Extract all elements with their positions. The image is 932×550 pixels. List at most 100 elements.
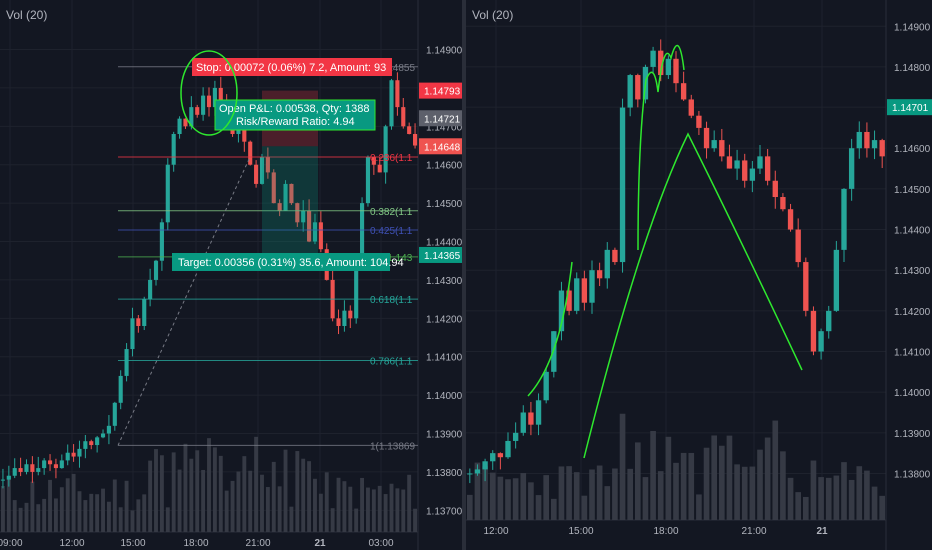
price-tick-label: 1.14300: [426, 276, 462, 287]
time-tick-label: 18:00: [183, 538, 208, 549]
candle-body: [130, 318, 135, 350]
volume-bar: [330, 508, 335, 532]
volume-bar: [543, 475, 549, 520]
candle-body: [354, 260, 359, 319]
candle-body: [841, 188, 847, 250]
volume-bar: [136, 499, 141, 532]
candle-body: [30, 464, 35, 472]
candle-body: [658, 50, 664, 76]
volume-bar: [53, 498, 58, 532]
volume-bar: [734, 464, 740, 520]
candle-body: [212, 87, 217, 108]
candle-body: [118, 375, 123, 403]
price-tick-label: 1.14700: [426, 122, 462, 133]
volume-bar: [772, 420, 779, 520]
candle-body: [6, 475, 11, 480]
annotation-stroke: [637, 44, 685, 251]
candle-body: [711, 140, 717, 149]
target-zone: [262, 146, 318, 255]
volume-bar: [558, 466, 565, 520]
candle-body: [650, 50, 656, 67]
candle-body: [248, 141, 253, 165]
candle-body: [53, 464, 58, 469]
candle-body: [24, 464, 29, 472]
volume-bar: [295, 451, 300, 532]
volume-bar: [482, 466, 488, 520]
candle-body: [574, 278, 580, 311]
volume-bar: [780, 451, 786, 520]
volume-bar: [30, 481, 35, 532]
candle-body: [726, 156, 733, 169]
candle-body: [407, 126, 412, 134]
price-tick-label: 1.14600: [426, 161, 462, 172]
candle-body: [348, 310, 353, 319]
volume-bar: [696, 494, 702, 520]
volume-bar: [673, 462, 679, 520]
right-chart-pane[interactable]: 1.14900 1.14800 1.14701 1.14600 1.14500 1.144…: [466, 0, 932, 550]
candle-body: [95, 437, 100, 446]
candle-body: [301, 210, 306, 223]
candle-body: [389, 80, 394, 127]
volume-bar: [89, 493, 94, 532]
candle-body: [810, 310, 817, 352]
annotation-ellipse: [180, 50, 238, 136]
volume-bar: [833, 475, 840, 520]
price-tick-label: 1.14800: [894, 63, 931, 74]
fib-level-label: 0.382(1.1: [370, 207, 413, 218]
candle-body: [342, 310, 347, 326]
fib-level-label: 0.236(1.1: [370, 153, 413, 164]
candle-body: [505, 440, 511, 458]
price-tick-label: 1.14900: [426, 46, 462, 57]
time-tick-label: 21:00: [245, 538, 270, 549]
volume-bar: [77, 491, 82, 532]
target-price-badge: 1.14365: [424, 251, 461, 262]
volume-bar: [489, 472, 496, 520]
candle-body: [83, 441, 88, 449]
price-tick-label: 1.14900: [894, 22, 931, 33]
candle-body: [265, 157, 270, 173]
volume-bar: [1, 486, 5, 532]
candle-body: [277, 203, 282, 211]
candle-body: [106, 425, 111, 434]
candle-body: [596, 270, 603, 279]
pane-divider[interactable]: [462, 0, 466, 550]
left-chart-pane[interactable]: 1.149001.148001.147001.146001.145001.144…: [0, 0, 462, 550]
current-price-badge-bg: [419, 110, 462, 127]
candle-body: [818, 331, 824, 352]
volume-bar: [573, 472, 580, 520]
volume-bar: [336, 477, 341, 532]
candle-body: [795, 229, 801, 263]
volume-bar: [277, 486, 282, 532]
volume-bar: [254, 436, 259, 532]
stop-price-badge-bg: [419, 82, 462, 99]
price-tick-label: 1.14500: [426, 199, 462, 210]
candle-body: [688, 99, 694, 116]
volume-bar: [825, 477, 832, 520]
right-chart[interactable]: 1.14900 1.14800 1.14701 1.14600 1.14500 1.144…: [466, 0, 932, 550]
fib-level-label: 0(1.14855: [370, 63, 415, 74]
candle-body: [627, 75, 633, 108]
price-tick-label: 1.13800: [426, 468, 462, 479]
volume-bar: [627, 468, 633, 520]
candle-body: [543, 371, 549, 401]
volume-bar: [520, 473, 527, 520]
candle-body: [36, 468, 41, 472]
volume-bar: [871, 486, 878, 520]
candle-body: [604, 249, 610, 279]
volume-bar: [389, 483, 394, 532]
volume-bar: [265, 487, 270, 532]
candle-body: [165, 164, 170, 223]
volume-bar: [401, 489, 406, 532]
volume-bar: [218, 455, 223, 532]
fib-level-label: 0.786(1.1: [370, 357, 413, 368]
candle-body: [734, 160, 740, 169]
volume-bar: [635, 442, 641, 520]
volume-bar: [101, 488, 105, 532]
volume-bar: [230, 480, 235, 532]
volume-bar: [354, 508, 359, 532]
left-chart[interactable]: 1.149001.148001.147001.146001.145001.144…: [0, 0, 462, 550]
volume-bar: [474, 462, 481, 520]
volume-bar: [413, 508, 417, 532]
target-price-badge-bg: [419, 246, 462, 263]
volume-bar: [604, 486, 611, 520]
